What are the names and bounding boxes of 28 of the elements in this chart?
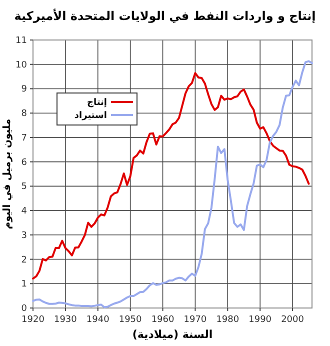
legend-label: إنتاج (86, 98, 107, 108)
x-tick-label: 2000 (281, 315, 304, 325)
y-tick-label: 9 (21, 84, 28, 95)
x-tick-label: 1970 (184, 315, 207, 325)
line-series (32, 60, 313, 308)
y-tick-label: 4 (21, 206, 28, 217)
legend-label: استيراد (74, 111, 107, 121)
x-tick-label: 1920 (22, 315, 45, 325)
y-tick-label: 2 (21, 255, 27, 266)
x-tick-label: 1940 (86, 315, 110, 325)
y-axis-title: مليون برميل في اليوم (2, 118, 13, 230)
y-tick-label: 8 (21, 109, 28, 120)
x-axis-title: السنة (ميلادية) (132, 328, 213, 341)
y-tick-label: 7 (21, 133, 27, 144)
x-tick-label: 1980 (216, 315, 240, 325)
x-tick-label: 1990 (248, 315, 272, 325)
y-tick-label: 0 (21, 304, 28, 314)
y-tick-label: 1 (21, 280, 27, 290)
y-tick-label: 6 (21, 158, 28, 168)
y-tick-label: 5 (21, 182, 27, 192)
chart-title: إنتاج و واردات النفط في الولايات المتحدة الأميركية (14, 8, 316, 23)
x-tick-label: 1930 (54, 315, 78, 325)
y-tick-label: 11 (16, 36, 27, 46)
y-tick-label: 3 (21, 230, 27, 241)
y-tick-label: 10 (16, 60, 28, 70)
line-series (32, 72, 310, 280)
x-tick-label: 1950 (118, 315, 142, 325)
x-tick-label: 1960 (151, 315, 174, 325)
